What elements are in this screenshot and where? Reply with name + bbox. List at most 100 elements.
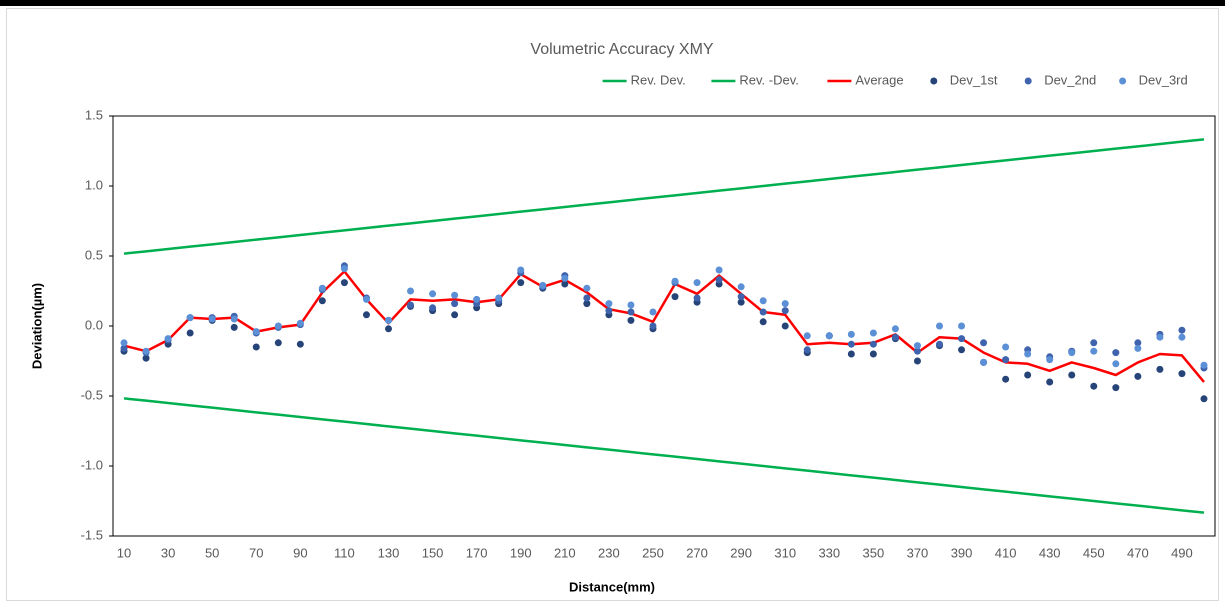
data-point: [869, 350, 877, 358]
data-point: [759, 318, 767, 326]
data-point: [803, 346, 811, 354]
data-point: [869, 329, 877, 337]
data-point: [1134, 372, 1142, 380]
data-point: [1200, 361, 1208, 369]
data-point: [340, 279, 348, 287]
x-tick-label: 250: [642, 545, 664, 560]
data-point: [825, 332, 833, 340]
data-point: [186, 329, 194, 337]
data-point: [318, 297, 326, 305]
data-point: [583, 300, 591, 308]
data-point: [451, 300, 459, 308]
data-point: [429, 290, 437, 298]
x-tick-label: 90: [293, 545, 307, 560]
data-point: [759, 308, 767, 316]
data-point: [296, 340, 304, 348]
x-tick-label: 190: [510, 545, 532, 560]
data-point: [1002, 343, 1010, 351]
data-point: [1046, 378, 1054, 386]
data-point: [1046, 356, 1054, 364]
x-tick-label: 350: [863, 545, 885, 560]
data-point: [429, 304, 437, 312]
legend-label: Dev_1st: [950, 72, 998, 87]
data-point: [296, 319, 304, 327]
y-tick-label: 1.5: [85, 107, 103, 122]
series-line: [123, 138, 1205, 255]
data-point: [407, 301, 415, 309]
x-tick-label: 210: [554, 545, 576, 560]
data-point: [561, 274, 569, 282]
data-point: [715, 276, 723, 284]
x-tick-label: 110: [334, 545, 355, 560]
legend-label: Rev. Dev.: [631, 72, 686, 87]
x-tick-label: 50: [205, 545, 219, 560]
data-point: [517, 279, 525, 287]
data-point: [781, 300, 789, 308]
data-point: [385, 316, 392, 324]
data-point: [980, 358, 988, 366]
data-point: [1156, 333, 1164, 341]
data-point: [847, 330, 855, 338]
x-tick-label: 230: [598, 545, 620, 560]
legend-label: Dev_3rd: [1139, 72, 1188, 87]
data-point: [649, 322, 657, 330]
y-tick-label: 0.5: [85, 247, 103, 262]
data-point: [142, 347, 150, 355]
x-tick-label: 410: [995, 545, 1017, 560]
data-point: [781, 307, 789, 315]
data-point: [627, 301, 635, 309]
legend-label: Rev. -Dev.: [739, 72, 798, 87]
data-point: [803, 332, 811, 340]
series-line: [123, 270, 1205, 383]
x-tick-label: 70: [249, 545, 263, 560]
data-point: [693, 294, 701, 302]
data-point: [671, 277, 679, 285]
data-point: [1002, 356, 1010, 364]
x-tick-label: 450: [1083, 545, 1105, 560]
data-point: [1134, 344, 1142, 352]
x-tick-label: 470: [1127, 545, 1149, 560]
data-point: [120, 339, 128, 347]
data-point: [164, 335, 172, 343]
data-point: [737, 293, 745, 301]
y-axis-title: Deviation(µm): [29, 283, 44, 369]
legend-label: Average: [855, 72, 903, 87]
data-point: [340, 265, 348, 273]
data-point: [869, 340, 877, 348]
data-point: [913, 342, 921, 350]
data-point: [1200, 395, 1208, 403]
legend-swatch: [1119, 77, 1127, 85]
data-point: [539, 281, 547, 289]
data-point: [759, 297, 767, 305]
data-point: [583, 294, 591, 302]
data-point: [847, 340, 855, 348]
data-point: [252, 328, 260, 336]
data-point: [1112, 349, 1120, 357]
data-point: [1156, 365, 1164, 373]
y-tick-label: -1.5: [81, 527, 103, 542]
data-point: [1068, 371, 1076, 379]
data-point: [891, 333, 899, 341]
data-point: [495, 294, 503, 302]
x-tick-label: 390: [951, 545, 973, 560]
x-tick-label: 30: [161, 545, 175, 560]
data-point: [186, 314, 194, 322]
top-bar: [0, 0, 1225, 6]
data-point: [980, 339, 988, 347]
data-point: [605, 307, 613, 315]
data-point: [936, 322, 943, 330]
data-point: [693, 279, 701, 287]
x-axis-title: Distance(mm): [569, 579, 655, 594]
data-point: [715, 266, 723, 274]
y-tick-label: -1.0: [81, 457, 103, 472]
data-point: [407, 287, 415, 295]
data-point: [1134, 339, 1142, 347]
data-point: [517, 266, 525, 274]
data-point: [274, 322, 282, 330]
data-point: [318, 284, 326, 292]
x-tick-label: 130: [378, 545, 400, 560]
data-point: [737, 283, 745, 291]
data-point: [274, 339, 282, 347]
data-point: [1002, 375, 1010, 383]
